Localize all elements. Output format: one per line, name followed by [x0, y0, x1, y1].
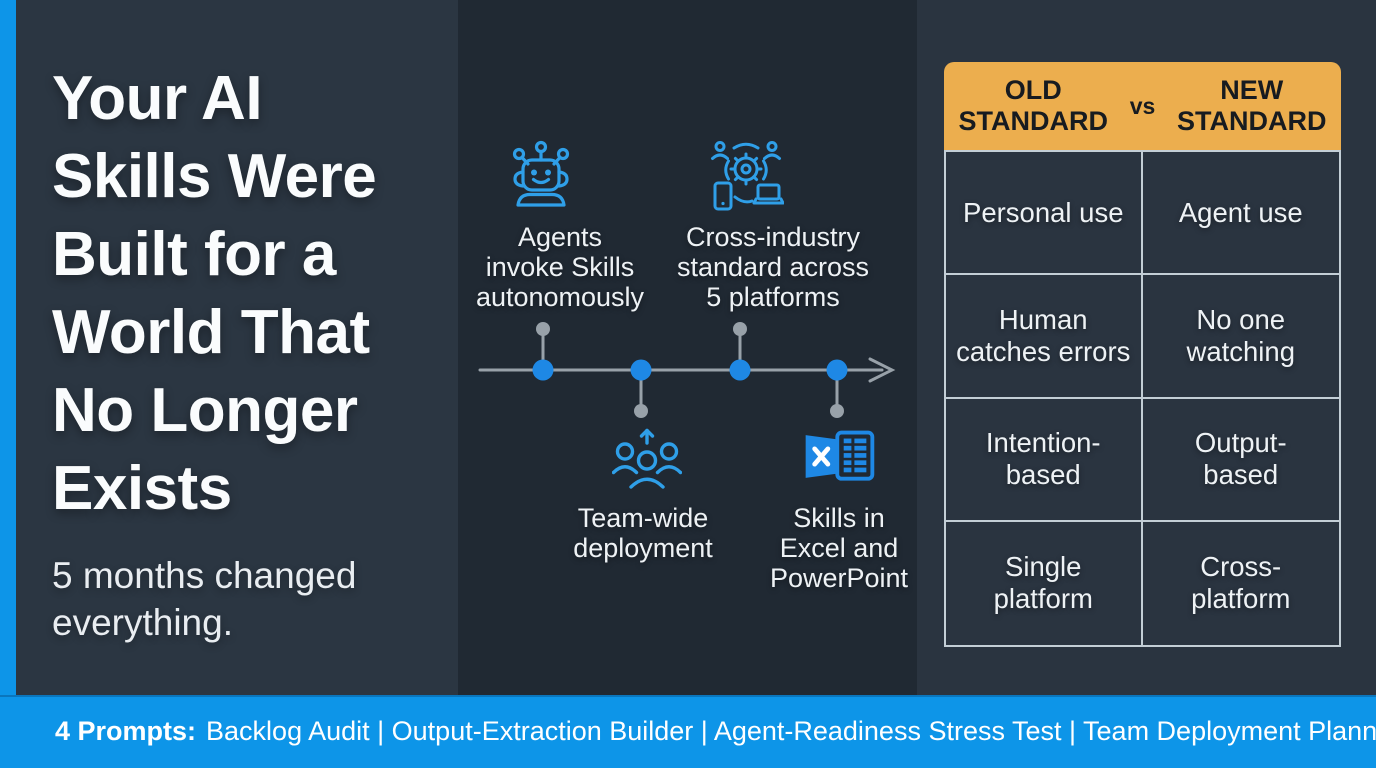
integration-icon	[708, 138, 785, 217]
table-cell-new: No one watching	[1142, 275, 1339, 399]
timeline-axis	[458, 314, 917, 431]
timeline-item-label: Team-wide deployment	[573, 503, 713, 563]
footer-prefix: 4 Prompts:	[55, 716, 197, 746]
table-cell-old: Human catches errors	[946, 275, 1143, 399]
comparison-table-header: OLD STANDARD vs NEW STANDARD	[944, 62, 1341, 150]
footer-prompt-list: Backlog Audit | Output-Extraction Builde…	[206, 716, 1376, 746]
title-panel: Your AI Skills Were Built for a World Th…	[16, 0, 458, 695]
footer-bar: 4 Prompts: Backlog Audit | Output-Extrac…	[0, 695, 1376, 768]
team-icon	[611, 425, 683, 496]
table-cell-old: Single platform	[946, 521, 1143, 645]
timeline-item-label: Agents invoke Skills autonomously	[475, 222, 645, 312]
timeline-item-label: Skills in Excel and PowerPoint	[769, 503, 909, 593]
sub-heading: 5 months changed everything.	[52, 555, 357, 643]
timeline-panel: Agents invoke Skills autonomously Cross-…	[458, 0, 917, 695]
table-cell-new: Agent use	[1142, 152, 1339, 276]
excel-icon	[803, 430, 875, 488]
new-standard-header: NEW STANDARD	[1177, 75, 1327, 136]
vs-label: vs	[1129, 92, 1156, 119]
robot-icon	[509, 139, 573, 212]
table-cell-new: Output- based	[1142, 399, 1339, 522]
table-cell-old: Personal use	[946, 152, 1143, 276]
left-accent-stripe	[0, 0, 16, 695]
main-heading: Your AI Skills Were Built for a World Th…	[52, 64, 377, 523]
comparison-table: Personal use Agent use Human catches err…	[944, 150, 1341, 647]
table-cell-old: Intention- based	[946, 398, 1143, 522]
comparison-panel: OLD STANDARD vs NEW STANDARD Personal us…	[917, 0, 1376, 695]
table-cell-new: Cross- platform	[1191, 551, 1291, 615]
timeline-item-label: Cross-industry standard across 5 platfor…	[676, 222, 870, 312]
old-standard-header: OLD STANDARD	[958, 75, 1109, 136]
